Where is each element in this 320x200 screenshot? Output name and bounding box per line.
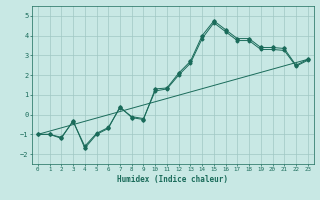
X-axis label: Humidex (Indice chaleur): Humidex (Indice chaleur)	[117, 175, 228, 184]
